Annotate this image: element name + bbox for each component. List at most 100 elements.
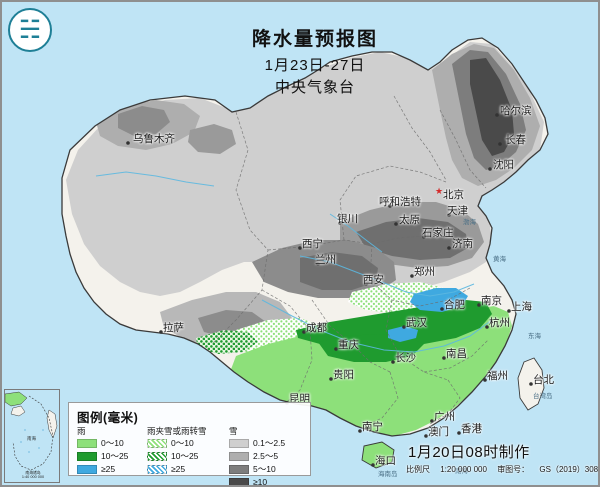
city-label: 兰州 xyxy=(315,254,336,266)
legend-column-header: 雪 xyxy=(229,426,238,436)
legend-swatch xyxy=(229,477,249,487)
legend-item-label: 0～10 xyxy=(171,438,194,448)
legend-swatch xyxy=(77,438,97,448)
rivers xyxy=(95,171,493,353)
legend-title: 图例(毫米) xyxy=(77,411,139,425)
city-label: 香港 xyxy=(461,423,482,435)
approval-label: 审图号： xyxy=(497,465,530,474)
legend-column-header: 雨夹雪或雨转雪 xyxy=(147,426,207,436)
legend-panel: 图例(毫米) 雨 0～10 10～25 ≥25 雨夹雪或雨转雪 0～10 10～25 ≥25 雪… xyxy=(68,402,311,487)
city-label: 西宁 xyxy=(302,238,323,250)
sea-label: 台湾岛 xyxy=(533,393,553,400)
city-label: 济南 xyxy=(452,238,473,250)
snow-band-north-central-dark xyxy=(356,218,468,260)
legend-item-label: 0～10 xyxy=(101,438,124,448)
sea-label: 海南岛 xyxy=(378,471,398,478)
city-label: 武汉 xyxy=(406,317,427,329)
south-china-sea-inset: 南海 南海诸岛 1:40 000 000 xyxy=(4,389,60,483)
sea-label: 渤海 xyxy=(463,219,476,226)
sea-label: 南海 xyxy=(455,468,468,475)
sea-label: 黄海 xyxy=(493,256,506,263)
map-date-range: 1月23日-27日 xyxy=(264,56,366,74)
cma-logo: ☵ xyxy=(8,8,52,52)
city-label: 澳门 xyxy=(428,426,449,438)
legend-item-label: 0.1～2.5 xyxy=(253,438,286,448)
city-label: 南宁 xyxy=(362,421,383,433)
sleet-band-tibet-east xyxy=(196,330,258,354)
legend-item: ≥10 xyxy=(229,476,285,487)
legend-item: 10～25 xyxy=(147,450,207,462)
inset-scale: 南海诸岛 1:40 000 000 xyxy=(9,471,57,480)
logo-circle: ☵ xyxy=(8,8,52,52)
sea-label: 东海 xyxy=(528,333,541,340)
approval-value: GS（2019）3082号 xyxy=(539,465,600,474)
inset-scale-value: 1:40 000 000 xyxy=(21,475,45,480)
legend-item-label: 5～10 xyxy=(253,464,276,474)
legend-item-label: 10～25 xyxy=(101,451,129,461)
city-label: 郑州 xyxy=(414,266,435,278)
city-label: 长春 xyxy=(505,134,526,146)
city-label: 重庆 xyxy=(338,339,359,351)
legend-item: 10～25 xyxy=(77,450,128,462)
snow-band-northeast-core xyxy=(470,58,514,156)
snow-band-xinjiang-dark xyxy=(118,106,170,136)
legend-item-label: 10～25 xyxy=(171,451,199,461)
national-boundary xyxy=(61,37,549,437)
city-label: 合肥 xyxy=(444,299,465,311)
city-label: 福州 xyxy=(487,370,508,382)
city-label: 杭州 xyxy=(489,317,510,329)
legend-item: 5～10 xyxy=(229,463,285,475)
city-label: 哈尔滨 xyxy=(500,105,532,117)
city-label: 天津 xyxy=(447,205,468,217)
city-label: 西安 xyxy=(363,274,384,286)
legend-column: 雨夹雪或雨转雪 0～10 10～25 ≥25 xyxy=(147,425,207,476)
legend-item: 0～10 xyxy=(77,437,128,449)
rain-band-heavy-anhui xyxy=(410,288,468,312)
legend-swatch xyxy=(229,451,249,461)
city-label: 长沙 xyxy=(395,352,416,364)
logo-swirl-icon: ☵ xyxy=(18,14,42,44)
legend-item-label: ≥10 xyxy=(253,477,268,487)
city-label: 上海 xyxy=(511,301,532,313)
scale-and-approval: 比例尺 1:20 000 000 审图号： GS（2019）3082号 xyxy=(406,464,600,475)
legend-item: 2.5～5 xyxy=(229,450,285,462)
production-time: 1月20日08时制作 xyxy=(408,444,530,461)
city-label: 南昌 xyxy=(446,348,467,360)
beijing-capital-star: ★ xyxy=(435,186,444,196)
legend-swatch xyxy=(147,451,167,461)
city-label: 成都 xyxy=(306,322,327,334)
city-label: 呼和浩特 xyxy=(379,196,421,208)
legend-item-label: 2.5～5 xyxy=(253,451,279,461)
map-title: 降水量预报图 xyxy=(251,29,378,50)
title-block: 降水量预报图 1月23日-27日 中央气象台 xyxy=(215,28,415,98)
rain-band-heavy-hubei xyxy=(388,326,418,342)
legend-swatch xyxy=(77,464,97,474)
legend-swatch xyxy=(229,464,249,474)
inset-scale-title: 南海诸岛 xyxy=(25,470,41,475)
city-label: 贵阳 xyxy=(333,369,354,381)
city-label: 沈阳 xyxy=(493,159,514,171)
legend-column: 雪 0.1～2.5 2.5～5 5～10 ≥10 xyxy=(229,425,285,487)
legend-swatch xyxy=(77,451,97,461)
legend-item: 0.1～2.5 xyxy=(229,437,285,449)
scale-value: 1:20 000 000 xyxy=(440,465,487,474)
legend-column: 雨 0～10 10～25 ≥25 xyxy=(77,425,128,476)
city-label: 昆明 xyxy=(289,393,310,405)
city-label: 银川 xyxy=(337,213,358,225)
rain-band-medium xyxy=(296,300,492,348)
map-organization: 中央气象台 xyxy=(274,78,355,96)
legend-swatch xyxy=(229,438,249,448)
province-borders xyxy=(211,95,489,429)
snow-shading-layer xyxy=(66,42,544,346)
city-label: 南京 xyxy=(481,295,502,307)
legend-item: ≥25 xyxy=(77,463,128,475)
city-label: 广州 xyxy=(434,411,455,423)
legend-swatch xyxy=(147,438,167,448)
city-label: 台北 xyxy=(533,374,554,386)
hainan-island xyxy=(361,441,395,469)
legend-item: ≥25 xyxy=(147,463,207,475)
scale-label: 比例尺 xyxy=(406,465,430,474)
city-label: 乌鲁木齐 xyxy=(133,133,175,145)
